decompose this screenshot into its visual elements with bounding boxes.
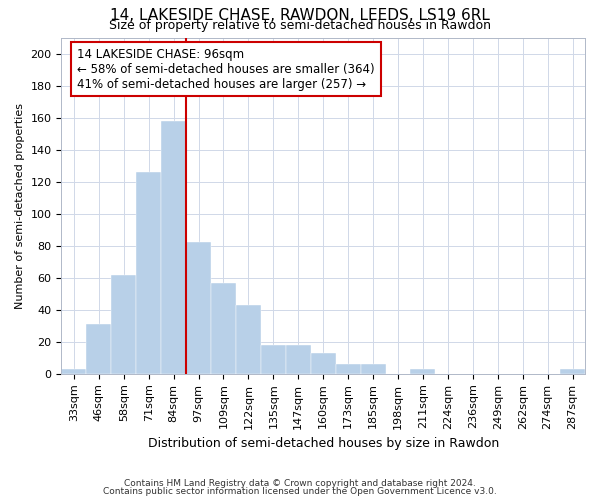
Bar (361, 364, 386, 374)
Bar (186, 242, 211, 374)
X-axis label: Distribution of semi-detached houses by size in Rawdon: Distribution of semi-detached houses by … (148, 437, 499, 450)
Y-axis label: Number of semi-detached properties: Number of semi-detached properties (15, 102, 25, 308)
Bar (136, 172, 161, 374)
Bar (261, 345, 286, 374)
Bar (286, 345, 311, 374)
Bar (86, 324, 111, 374)
Text: Size of property relative to semi-detached houses in Rawdon: Size of property relative to semi-detach… (109, 19, 491, 32)
Bar (236, 305, 261, 374)
Bar (560, 369, 585, 374)
Bar (61, 369, 86, 374)
Bar (211, 282, 236, 374)
Bar (111, 274, 136, 374)
Text: Contains public sector information licensed under the Open Government Licence v3: Contains public sector information licen… (103, 487, 497, 496)
Text: Contains HM Land Registry data © Crown copyright and database right 2024.: Contains HM Land Registry data © Crown c… (124, 478, 476, 488)
Bar (161, 121, 186, 374)
Bar (311, 353, 335, 374)
Bar (335, 364, 361, 374)
Text: 14, LAKESIDE CHASE, RAWDON, LEEDS, LS19 6RL: 14, LAKESIDE CHASE, RAWDON, LEEDS, LS19 … (110, 8, 490, 22)
Bar (410, 369, 436, 374)
Text: 14 LAKESIDE CHASE: 96sqm
← 58% of semi-detached houses are smaller (364)
41% of : 14 LAKESIDE CHASE: 96sqm ← 58% of semi-d… (77, 48, 375, 90)
